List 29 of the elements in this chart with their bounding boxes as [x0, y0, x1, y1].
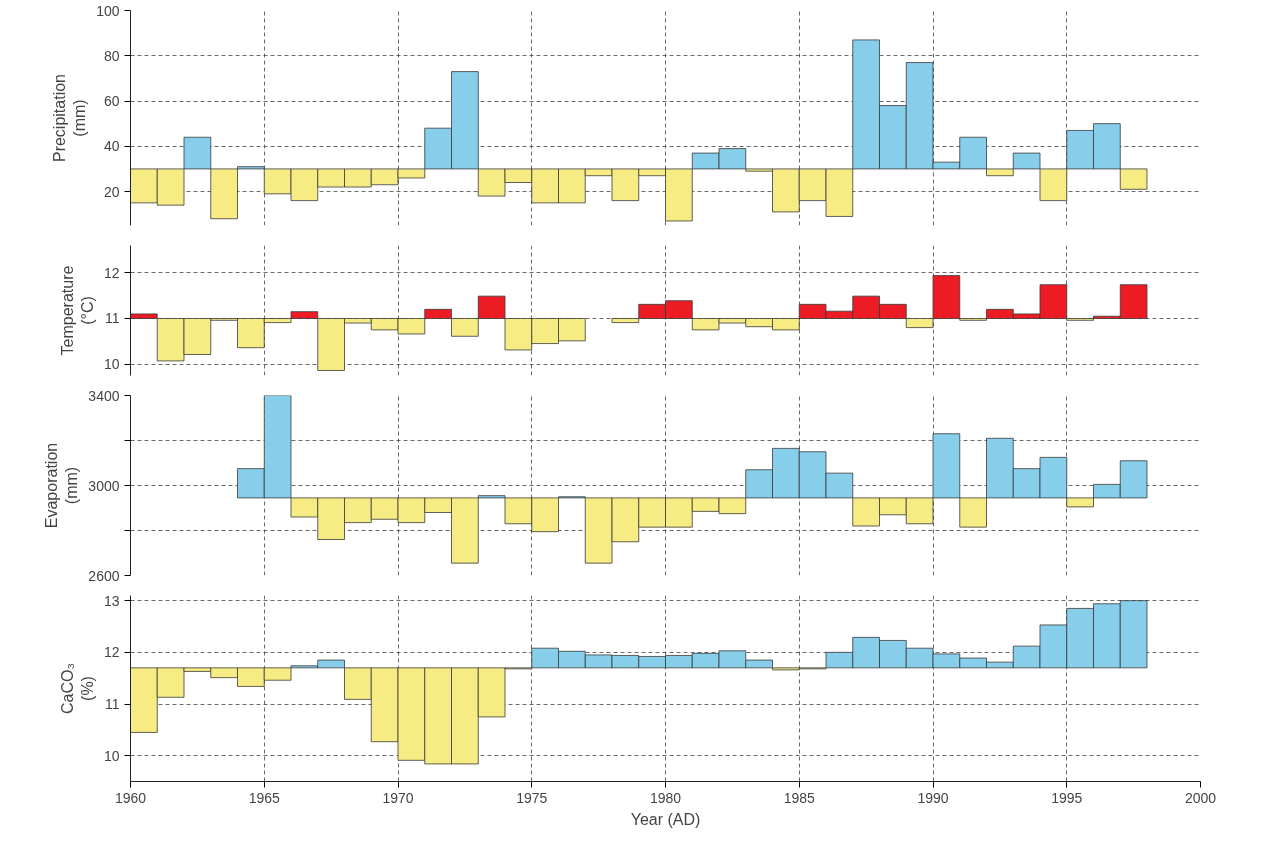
- y-axis-title: Evaporation (mm): [42, 442, 81, 529]
- x-tick-label: 1990: [917, 789, 949, 806]
- y-tick-label: 10: [103, 747, 120, 764]
- y-axis-title: Temperature (°C): [58, 265, 96, 356]
- x-tick-label: 2000: [1184, 789, 1217, 806]
- y-tick-label: 13: [103, 592, 120, 609]
- y-tick-label: 60: [103, 93, 120, 110]
- y-axis-title: CaCO₃ (%): [58, 663, 96, 714]
- y-tick-label: 20: [103, 183, 120, 200]
- y-tick-label: 12: [103, 644, 120, 661]
- x-tick-label: 1980: [649, 789, 682, 806]
- y-tick-label: 10: [103, 356, 120, 373]
- x-tick-label: 1985: [783, 789, 816, 806]
- y-tick-label: 100: [96, 2, 120, 19]
- y-tick-label: 80: [103, 47, 120, 64]
- x-tick-label: 1975: [516, 789, 548, 806]
- y-tick-label: 2600: [88, 567, 120, 584]
- x-tick-label: 1995: [1051, 789, 1083, 806]
- y-axis-title: Precipitation (mm): [50, 73, 89, 163]
- y-tick-label: 12: [103, 264, 120, 281]
- x-tick-label: 1970: [382, 789, 414, 806]
- y-tick-label: 11: [104, 310, 120, 327]
- x-tick-label: 1960: [114, 789, 147, 806]
- x-tick-label: 1965: [248, 789, 281, 806]
- y-tick-label: 40: [103, 138, 120, 155]
- y-tick-label: 3000: [88, 477, 120, 494]
- y-tick-label: 11: [104, 696, 120, 712]
- y-tick-label: 3400: [88, 387, 120, 404]
- x-axis-title: Year (AD): [630, 810, 701, 828]
